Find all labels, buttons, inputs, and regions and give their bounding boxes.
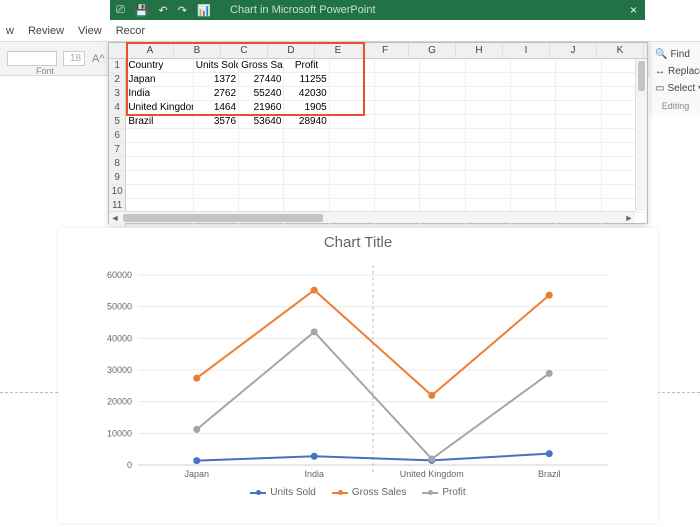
chart-title[interactable]: Chart Title bbox=[58, 228, 658, 251]
svg-text:20000: 20000 bbox=[107, 397, 132, 407]
col-header[interactable]: E bbox=[315, 43, 362, 58]
undo-icon[interactable]: ↶ bbox=[159, 4, 168, 17]
col-header[interactable]: A bbox=[127, 43, 174, 58]
legend-item[interactable]: Gross Sales bbox=[332, 487, 406, 498]
table-row[interactable]: 1CountryUnits SoldGross SalesProfit bbox=[109, 59, 647, 73]
table-row[interactable]: 4United Kingdom1464219601905 bbox=[109, 101, 647, 115]
tab-w[interactable]: w bbox=[6, 25, 14, 37]
tab-record[interactable]: Recor bbox=[116, 25, 145, 37]
tab-view[interactable]: View bbox=[78, 25, 102, 37]
ribbon-tabs: w Review View Recor bbox=[0, 20, 700, 42]
col-header[interactable]: H bbox=[456, 43, 503, 58]
font-group-label: Font bbox=[36, 66, 54, 76]
redo-icon[interactable]: ↷ bbox=[178, 4, 187, 17]
excel-titlebar: ⎚ 💾 ↶ ↷ 📊 Chart in Microsoft PowerPoint … bbox=[110, 0, 645, 20]
close-icon[interactable]: × bbox=[630, 3, 637, 17]
col-header[interactable]: D bbox=[268, 43, 315, 58]
svg-text:Japan: Japan bbox=[184, 469, 209, 479]
svg-text:40000: 40000 bbox=[107, 333, 132, 343]
svg-text:50000: 50000 bbox=[107, 302, 132, 312]
line-chart[interactable]: 0 10000 20000 30000 40000 50000 60000 Japan Indi… bbox=[88, 255, 628, 485]
svg-text:Brazil: Brazil bbox=[538, 469, 561, 479]
chart-icon[interactable]: 📊 bbox=[197, 4, 211, 17]
table-row[interactable]: 8 bbox=[109, 157, 647, 171]
col-header[interactable]: F bbox=[362, 43, 409, 58]
svg-text:0: 0 bbox=[127, 460, 132, 470]
svg-text:60000: 60000 bbox=[107, 270, 132, 280]
table-row[interactable]: 6 bbox=[109, 129, 647, 143]
excel-icon[interactable]: ⎚ bbox=[116, 4, 125, 17]
font-family-box[interactable] bbox=[7, 51, 57, 66]
spreadsheet-grid[interactable]: ABCDEFGHIJK 1CountryUnits SoldGross Sale… bbox=[109, 43, 647, 227]
svg-text:India: India bbox=[304, 469, 324, 479]
table-row[interactable]: 2Japan13722744011255 bbox=[109, 73, 647, 87]
svg-text:10000: 10000 bbox=[107, 428, 132, 438]
window-title: Chart in Microsoft PowerPoint bbox=[230, 4, 376, 16]
col-header[interactable]: I bbox=[503, 43, 550, 58]
datasheet-window: ABCDEFGHIJK 1CountryUnits SoldGross Sale… bbox=[108, 42, 648, 224]
legend-item[interactable]: Units Sold bbox=[250, 487, 316, 498]
table-row[interactable]: 9 bbox=[109, 171, 647, 185]
col-header[interactable]: B bbox=[174, 43, 221, 58]
table-row[interactable]: 5Brazil35765364028940 bbox=[109, 115, 647, 129]
chart-legend[interactable]: Units Sold Gross Sales Profit bbox=[58, 487, 658, 498]
editing-group-label: Editing bbox=[653, 101, 698, 111]
replace-button[interactable]: ↔ Replace ▾ bbox=[653, 63, 698, 80]
col-header[interactable]: C bbox=[221, 43, 268, 58]
table-row[interactable]: 3India27625524042030 bbox=[109, 87, 647, 101]
font-size-box[interactable]: 18 bbox=[63, 51, 85, 66]
increase-font-button[interactable]: A^ bbox=[88, 53, 109, 65]
tab-review[interactable]: Review bbox=[28, 25, 64, 37]
col-header[interactable]: G bbox=[409, 43, 456, 58]
chart-slide: Chart Title 0 10000 20000 30000 40000 50000 60… bbox=[58, 228, 658, 523]
vertical-scrollbar[interactable] bbox=[635, 59, 647, 211]
save-icon[interactable]: 💾 bbox=[135, 4, 149, 17]
find-button[interactable]: 🔍 Find bbox=[653, 46, 698, 63]
svg-text:30000: 30000 bbox=[107, 365, 132, 375]
quick-access-toolbar: ⎚ 💾 ↶ ↷ 📊 bbox=[110, 4, 211, 17]
horizontal-scrollbar[interactable]: ◄► bbox=[109, 211, 635, 223]
column-headers: ABCDEFGHIJK bbox=[109, 43, 647, 59]
legend-item[interactable]: Profit bbox=[422, 487, 465, 498]
select-button[interactable]: ▭ Select ▾ bbox=[653, 80, 698, 97]
table-row[interactable]: 10 bbox=[109, 185, 647, 199]
editing-group: 🔍 Find ↔ Replace ▾ ▭ Select ▾ Editing bbox=[650, 42, 700, 115]
col-header[interactable]: K bbox=[597, 43, 644, 58]
col-header[interactable]: J bbox=[550, 43, 597, 58]
svg-text:United Kingdom: United Kingdom bbox=[400, 469, 464, 479]
table-row[interactable]: 7 bbox=[109, 143, 647, 157]
